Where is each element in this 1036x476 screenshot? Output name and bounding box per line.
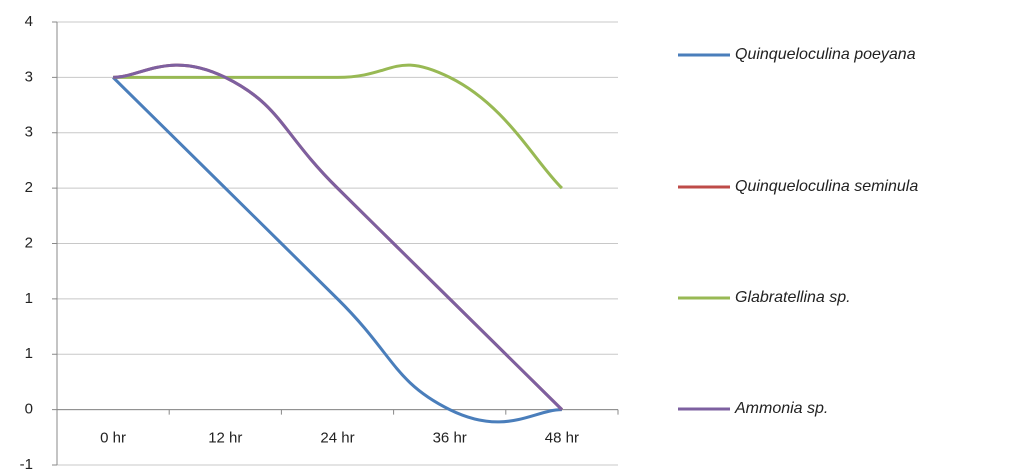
y-tick-label: 2 [25,234,33,251]
series-line [113,63,563,411]
series-line [113,63,563,411]
legend-label: Ammonia sp. [734,400,828,417]
legend-label: Quinqueloculina poeyana [735,46,916,63]
legend-label: Glabratellina sp. [735,289,851,306]
x-tick-label: 12 hr [208,430,242,447]
y-tick-label: 4 [25,13,33,30]
series-line [113,63,563,190]
x-tick-label: 48 hr [545,430,579,447]
series-line [112,76,562,424]
y-tick-label: 3 [25,124,33,141]
y-tick-label: 1 [25,290,33,307]
legend-label: Quinqueloculina seminula [735,178,918,195]
y-tick-label: 1 [25,345,33,362]
x-tick-label: 36 hr [433,430,467,447]
y-tick-label: 0 [25,401,33,418]
y-tick-label: 3 [25,68,33,85]
x-tick-label: 0 hr [100,430,126,447]
x-tick-label: 24 hr [320,430,354,447]
y-tick-label: -1 [20,456,33,473]
y-tick-label: 2 [25,179,33,196]
